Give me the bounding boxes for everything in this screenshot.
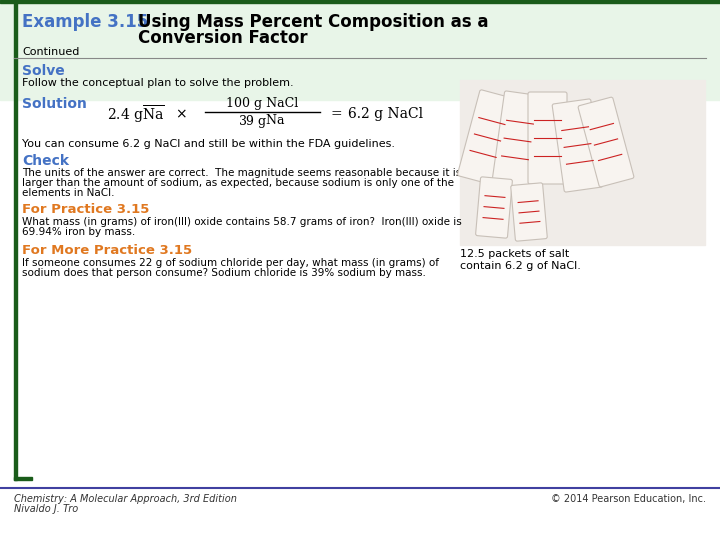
Text: For Practice 3.15: For Practice 3.15 — [22, 203, 149, 216]
Text: Example 3.15: Example 3.15 — [22, 13, 148, 31]
Text: 6.2 g NaCl: 6.2 g NaCl — [348, 107, 423, 121]
Text: © 2014 Pearson Education, Inc.: © 2014 Pearson Education, Inc. — [551, 494, 706, 504]
Text: 39 g$\mathregular{\overline{Na}}$: 39 g$\mathregular{\overline{Na}}$ — [238, 111, 286, 131]
FancyBboxPatch shape — [457, 90, 518, 185]
FancyBboxPatch shape — [476, 177, 513, 238]
Text: If someone consumes 22 g of sodium chloride per day, what mass (in grams) of: If someone consumes 22 g of sodium chlor… — [22, 258, 439, 268]
Text: For More Practice 3.15: For More Practice 3.15 — [22, 244, 192, 257]
Text: Solution: Solution — [22, 97, 87, 111]
FancyBboxPatch shape — [528, 92, 567, 184]
Text: Using Mass Percent Composition as a: Using Mass Percent Composition as a — [138, 13, 488, 31]
Text: You can consume 6.2 g NaCl and still be within the FDA guidelines.: You can consume 6.2 g NaCl and still be … — [22, 139, 395, 149]
Text: What mass (in grams) of iron(III) oxide contains 58.7 grams of iron?  Iron(III) : What mass (in grams) of iron(III) oxide … — [22, 217, 462, 227]
Text: Check: Check — [22, 154, 69, 168]
FancyBboxPatch shape — [552, 99, 603, 192]
Text: contain 6.2 g of NaCl.: contain 6.2 g of NaCl. — [460, 261, 581, 271]
Text: 2.4 g$\mathregular{\overline{Na}}$: 2.4 g$\mathregular{\overline{Na}}$ — [107, 103, 165, 125]
Bar — [14, 477, 32, 480]
Bar — [460, 80, 705, 245]
Text: elements in NaCl.: elements in NaCl. — [22, 188, 114, 198]
FancyBboxPatch shape — [578, 97, 634, 187]
Text: Nivaldo J. Tro: Nivaldo J. Tro — [14, 504, 78, 514]
Text: Chemistry: A Molecular Approach, 3rd Edition: Chemistry: A Molecular Approach, 3rd Edi… — [14, 494, 237, 504]
Text: 12.5 packets of salt: 12.5 packets of salt — [460, 249, 570, 259]
Bar — [0, 0, 720, 100]
Text: Follow the conceptual plan to solve the problem.: Follow the conceptual plan to solve the … — [22, 78, 294, 88]
Text: Conversion Factor: Conversion Factor — [138, 29, 307, 47]
Text: $\times$: $\times$ — [175, 107, 186, 121]
Text: Continued: Continued — [22, 47, 79, 57]
Text: Solve: Solve — [22, 64, 65, 78]
Text: larger than the amount of sodium, as expected, because sodium is only one of the: larger than the amount of sodium, as exp… — [22, 178, 454, 188]
FancyBboxPatch shape — [492, 91, 543, 189]
Text: =: = — [330, 107, 341, 121]
Bar — [0, 0, 720, 3]
Bar — [14, 2, 17, 480]
Text: The units of the answer are correct.  The magnitude seems reasonable because it : The units of the answer are correct. The… — [22, 168, 462, 178]
Text: 69.94% iron by mass.: 69.94% iron by mass. — [22, 227, 135, 237]
FancyBboxPatch shape — [510, 183, 547, 241]
Text: sodium does that person consume? Sodium chloride is 39% sodium by mass.: sodium does that person consume? Sodium … — [22, 268, 426, 278]
Text: 100 g NaCl: 100 g NaCl — [226, 98, 298, 111]
